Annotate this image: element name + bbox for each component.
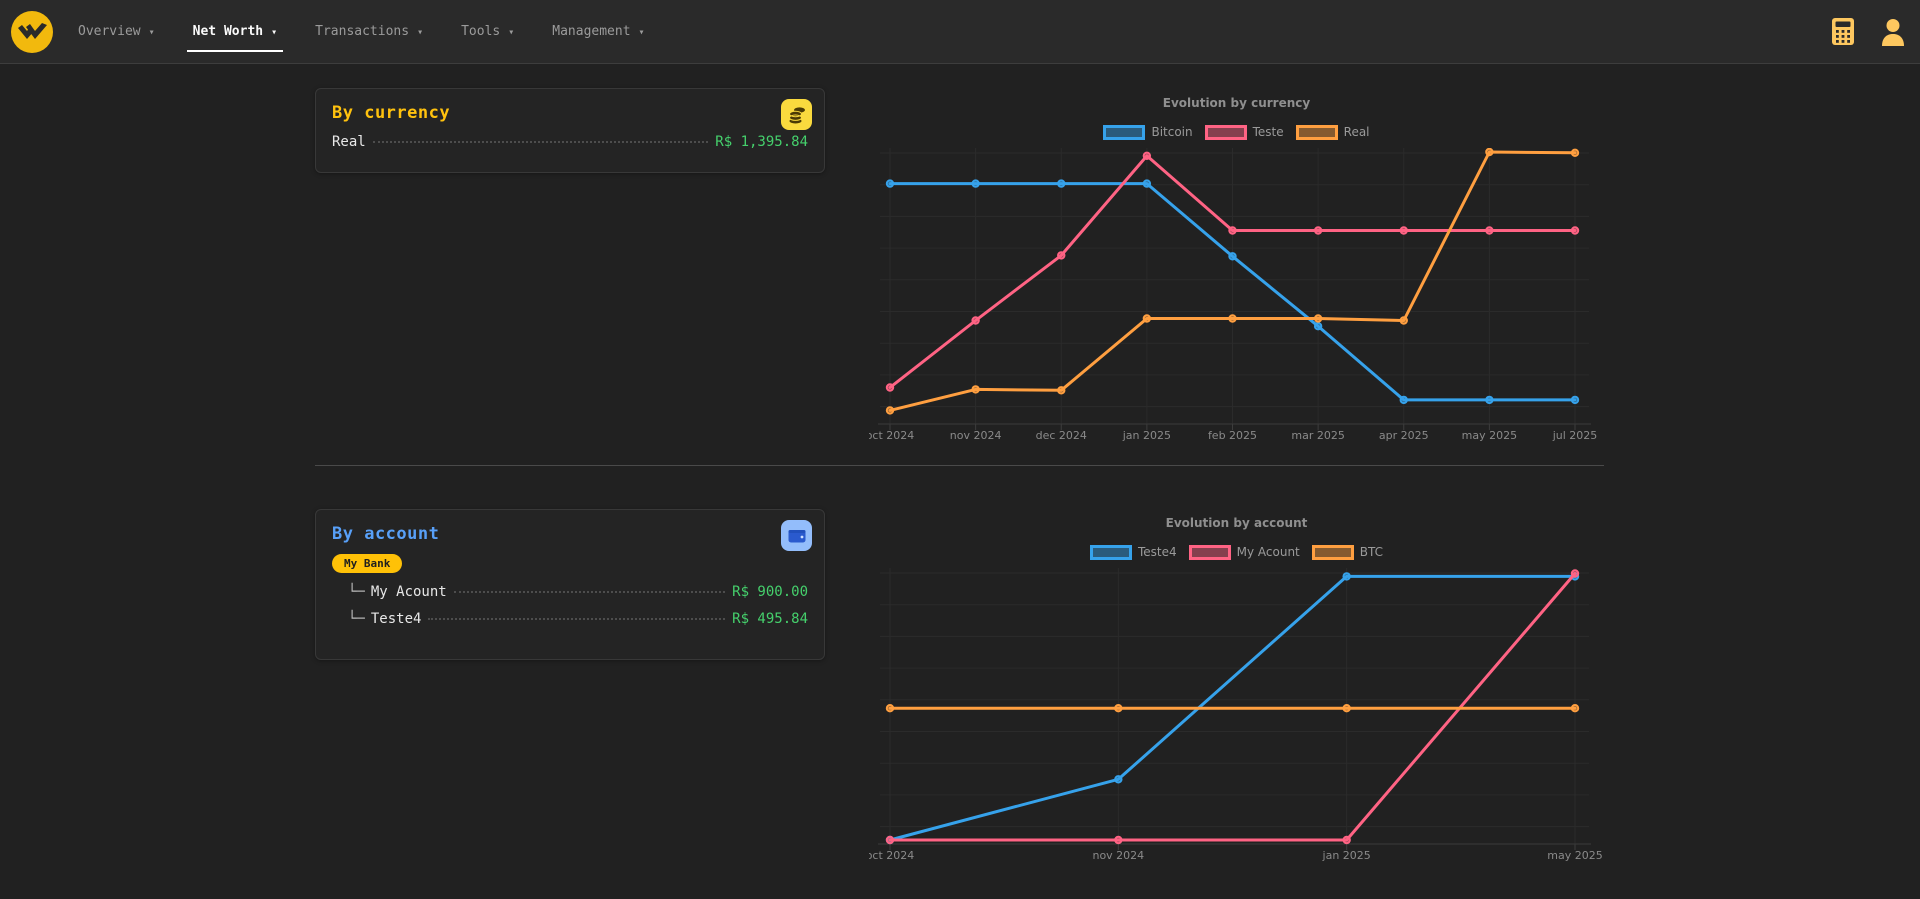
svg-text:jan 2025: jan 2025 <box>1122 429 1171 442</box>
chevron-down-icon: ▾ <box>148 27 155 38</box>
chart-legend: Bitcoin Teste Real <box>869 124 1604 140</box>
chart-title: Evolution by account <box>1165 516 1308 530</box>
chevron-down-icon: ▾ <box>638 27 645 38</box>
legend-item-real[interactable]: Real <box>1295 124 1370 140</box>
evolution-by-account-chart: Evolution by account Teste4 My Acount BT… <box>869 508 1604 868</box>
logo-icon <box>11 10 53 53</box>
chart-legend: Teste4 My Acount BTC <box>869 544 1604 560</box>
account-label: Teste4 <box>370 611 422 627</box>
legend-item-bitcoin[interactable]: Bitcoin <box>1103 124 1193 140</box>
svg-text:oct 2024: oct 2024 <box>869 429 914 442</box>
svg-text:dec 2024: dec 2024 <box>1036 429 1087 442</box>
user-profile-button[interactable] <box>1880 17 1906 47</box>
nav-item-transactions[interactable]: Transactions ▾ <box>309 0 429 64</box>
chart-title: Evolution by currency <box>1162 96 1311 110</box>
by-account-title: By account <box>332 524 440 544</box>
section-divider <box>315 465 1604 466</box>
user-icon <box>1882 18 1904 46</box>
nav-label: Management <box>552 24 631 39</box>
nav-label: Tools <box>461 24 501 39</box>
currency-label: Real <box>332 134 366 150</box>
svg-text:jul 2025: jul 2025 <box>1552 429 1598 442</box>
nav-label: Overview <box>78 24 141 39</box>
by-currency-title: By currency <box>332 103 451 123</box>
svg-text:nov 2024: nov 2024 <box>950 429 1002 442</box>
account-value: R$ 495.84 <box>732 611 808 627</box>
evolution-by-currency-chart: Evolution by currency Bitcoin Teste Real… <box>869 88 1604 448</box>
main-nav: Overview ▾ Net Worth ▾ Transactions ▾ To… <box>72 0 651 64</box>
svg-text:may 2025: may 2025 <box>1462 429 1517 442</box>
svg-text:nov 2024: nov 2024 <box>1092 849 1144 862</box>
dotted-leader <box>372 141 709 143</box>
coins-icon <box>781 99 812 130</box>
legend-item-my-acount[interactable]: My Acount <box>1188 544 1300 560</box>
currency-value: R$ 1,395.84 <box>715 134 808 150</box>
nav-item-net-worth[interactable]: Net Worth ▾ <box>186 0 284 64</box>
account-label: My Acount <box>370 584 447 600</box>
legend-swatch <box>1204 124 1247 140</box>
tree-branch-glyph: └─ <box>348 611 365 627</box>
nav-label: Transactions <box>315 24 410 39</box>
currency-row-real: Real R$ 1,395.84 <box>332 134 808 150</box>
legend-swatch <box>1188 544 1231 560</box>
legend-swatch <box>1311 544 1354 560</box>
nav-label: Net Worth <box>192 24 264 39</box>
legend-item-teste4[interactable]: Teste4 <box>1089 544 1177 560</box>
by-account-card: By account My Bank └─ My Acount R$ 900.0… <box>315 509 825 660</box>
calculator-button[interactable] <box>1830 17 1856 47</box>
svg-text:mar 2025: mar 2025 <box>1291 429 1344 442</box>
navbar-actions <box>1830 17 1920 47</box>
svg-text:apr 2025: apr 2025 <box>1379 429 1429 442</box>
account-row-teste4: └─ Teste4 R$ 495.84 <box>332 611 808 627</box>
legend-item-teste[interactable]: Teste <box>1204 124 1284 140</box>
bank-group-badge: My Bank <box>332 554 403 573</box>
svg-text:may 2025: may 2025 <box>1547 849 1602 862</box>
svg-text:feb 2025: feb 2025 <box>1208 429 1257 442</box>
dotted-leader <box>428 618 726 620</box>
legend-swatch <box>1089 544 1132 560</box>
chevron-down-icon: ▾ <box>417 27 424 38</box>
legend-swatch <box>1103 124 1146 140</box>
svg-text:oct 2024: oct 2024 <box>869 849 914 862</box>
navbar: Overview ▾ Net Worth ▾ Transactions ▾ To… <box>0 0 1920 64</box>
legend-swatch <box>1295 124 1338 140</box>
by-currency-card: By currency Real R$ 1,395.84 <box>315 88 825 173</box>
account-value: R$ 900.00 <box>732 584 808 600</box>
svg-text:jan 2025: jan 2025 <box>1322 849 1371 862</box>
app-logo[interactable] <box>10 10 54 54</box>
line-chart-canvas[interactable]: oct 2024 nov 2024 jan 2025 may 2025 <box>869 568 1604 868</box>
dotted-leader <box>453 591 726 593</box>
chevron-down-icon: ▾ <box>271 27 278 38</box>
nav-item-overview[interactable]: Overview ▾ <box>72 0 161 64</box>
line-chart-canvas[interactable]: oct 2024 nov 2024 dec 2024 jan 2025 feb 2025… <box>869 148 1604 448</box>
wallet-icon <box>781 520 812 551</box>
nav-item-tools[interactable]: Tools ▾ <box>455 0 520 64</box>
calculator-icon <box>1832 18 1854 45</box>
tree-branch-glyph: └─ <box>348 584 365 600</box>
account-row-my-acount: └─ My Acount R$ 900.00 <box>332 584 808 600</box>
chevron-down-icon: ▾ <box>508 27 515 38</box>
nav-item-management[interactable]: Management ▾ <box>546 0 650 64</box>
legend-item-btc[interactable]: BTC <box>1311 544 1383 560</box>
